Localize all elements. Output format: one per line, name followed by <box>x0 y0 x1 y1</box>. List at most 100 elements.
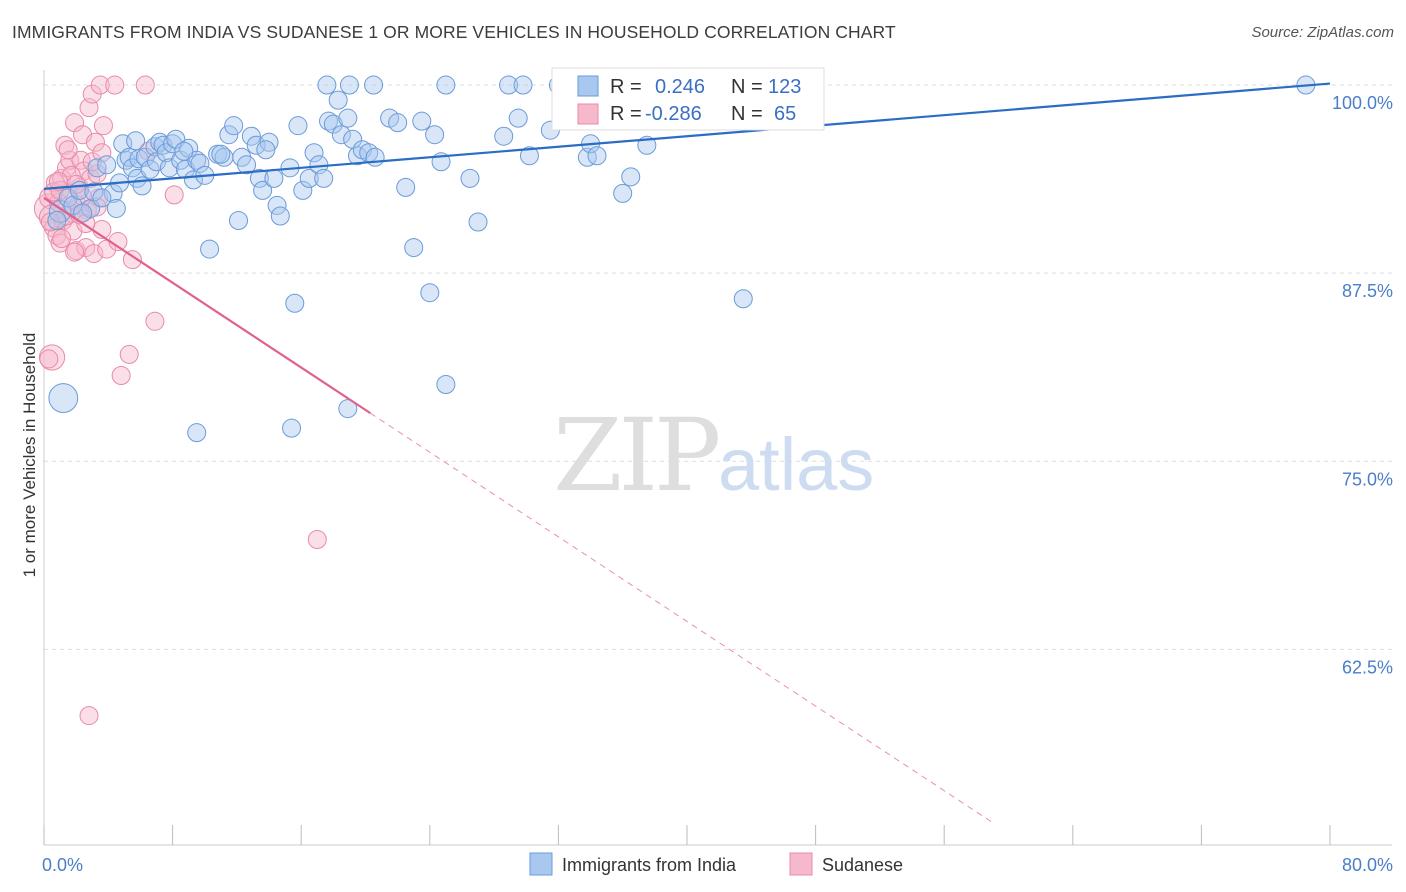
sudanese-point-48 <box>79 706 99 726</box>
sudanese-point-39 <box>135 75 155 95</box>
india-point-11 <box>106 198 126 218</box>
india-point-48 <box>253 180 273 200</box>
sudanese-trend-extension <box>370 412 993 823</box>
sudanese-point-58 <box>65 242 85 262</box>
india-point-65 <box>338 108 358 128</box>
india-point-51 <box>267 195 287 215</box>
sudanese-point-43 <box>119 344 139 364</box>
stats-legend-box: R = 0.246 N = 123 R = -0.286 N = 65 <box>551 67 825 131</box>
india-points <box>47 75 1316 443</box>
india-point-45 <box>241 126 261 146</box>
india-point-58 <box>304 143 324 163</box>
india-n-value: 123 <box>768 76 801 98</box>
india-point-81 <box>468 212 488 232</box>
india-point-15 <box>119 147 139 167</box>
bottom-legend: Immigrants from India Sudanese <box>529 852 903 876</box>
y-tick-label-3: 62.5% <box>1342 657 1393 677</box>
india-point-3 <box>47 210 67 230</box>
axes <box>43 70 1392 846</box>
india-point-40 <box>219 125 239 145</box>
watermark: ZIP atlas <box>553 397 874 514</box>
india-point-37 <box>200 239 220 259</box>
india-point-82 <box>494 126 514 146</box>
sudanese-r-value: -0.286 <box>645 103 702 125</box>
sudanese-trend-line <box>43 196 371 415</box>
india-point-70 <box>365 147 385 167</box>
legend-sudanese-swatch <box>789 852 813 876</box>
trend-lines <box>43 82 1331 823</box>
india-point-20 <box>135 147 155 167</box>
india-point-92 <box>733 289 753 309</box>
sudanese-swatch <box>577 103 599 125</box>
legend-sudanese-label: Sudanese <box>822 855 903 875</box>
india-point-106 <box>73 203 93 223</box>
india-point-109 <box>174 141 194 161</box>
india-point-88 <box>587 146 607 166</box>
sudanese-point-41 <box>145 311 165 331</box>
sudanese-n-value: 65 <box>774 103 796 125</box>
y-tick-label-2: 75.0% <box>1342 469 1393 489</box>
sudanese-point-29 <box>85 132 105 152</box>
india-point-107 <box>92 188 112 208</box>
india-point-93 <box>317 75 337 95</box>
india-point-9 <box>97 155 117 175</box>
india-point-97 <box>499 75 519 95</box>
india-point-105 <box>338 399 358 419</box>
india-swatch <box>577 75 599 97</box>
india-n-label: N = <box>731 76 763 98</box>
india-point-77 <box>425 125 445 145</box>
y-tick-label-0: 100.0% <box>1332 93 1393 113</box>
legend-india-label: Immigrants from India <box>562 855 737 875</box>
x-tick-label-0: 0.0% <box>42 855 83 875</box>
india-point-0 <box>48 383 79 413</box>
india-point-46 <box>246 135 266 155</box>
india-r-label: R = <box>610 76 642 98</box>
sudanese-point-62 <box>58 140 78 160</box>
india-point-54 <box>285 293 305 313</box>
y-tick-label-1: 87.5% <box>1342 281 1393 301</box>
sudanese-point-32 <box>90 75 110 95</box>
india-point-42 <box>229 210 249 230</box>
india-point-10 <box>103 183 123 203</box>
sudanese-point-44 <box>111 365 131 385</box>
india-point-60 <box>314 168 334 188</box>
india-r-value: 0.246 <box>655 76 705 98</box>
sudanese-point-47 <box>307 530 327 550</box>
india-point-95 <box>364 75 384 95</box>
india-point-83 <box>508 108 528 128</box>
india-point-103 <box>187 423 207 443</box>
india-point-34 <box>187 150 207 170</box>
sudanese-r-label: R = <box>610 103 642 125</box>
source-label: Source: ZipAtlas.com <box>1251 24 1394 41</box>
india-point-17 <box>126 131 146 151</box>
india-point-84 <box>519 146 539 166</box>
chart-title: IMMIGRANTS FROM INDIA VS SUDANESE 1 OR M… <box>12 22 896 42</box>
india-point-76 <box>420 283 440 303</box>
sudanese-point-34 <box>93 116 113 136</box>
india-point-80 <box>460 168 480 188</box>
watermark-atlas: atlas <box>718 423 874 506</box>
sudanese-point-64 <box>92 143 112 163</box>
y-axis-title: 1 or more Vehicles in Household <box>20 333 39 578</box>
india-point-75 <box>412 111 432 131</box>
india-point-62 <box>323 114 343 134</box>
india-point-111 <box>256 140 276 160</box>
sudanese-point-60 <box>87 197 107 217</box>
india-point-44 <box>237 155 257 175</box>
sudanese-point-42 <box>164 185 184 205</box>
watermark-zip: ZIP <box>553 397 718 514</box>
india-point-35 <box>190 153 210 173</box>
india-point-50 <box>264 168 284 188</box>
sudanese-point-36 <box>105 75 125 95</box>
sudanese-point-45 <box>38 344 66 371</box>
india-point-47 <box>249 168 269 188</box>
india-point-90 <box>621 167 641 187</box>
india-point-72 <box>388 113 408 133</box>
india-point-89 <box>613 183 633 203</box>
india-point-96 <box>436 75 456 95</box>
india-point-27 <box>159 158 179 178</box>
india-point-94 <box>339 75 359 95</box>
india-point-21 <box>140 159 160 179</box>
x-tick-label-1: 80.0% <box>1342 855 1393 875</box>
